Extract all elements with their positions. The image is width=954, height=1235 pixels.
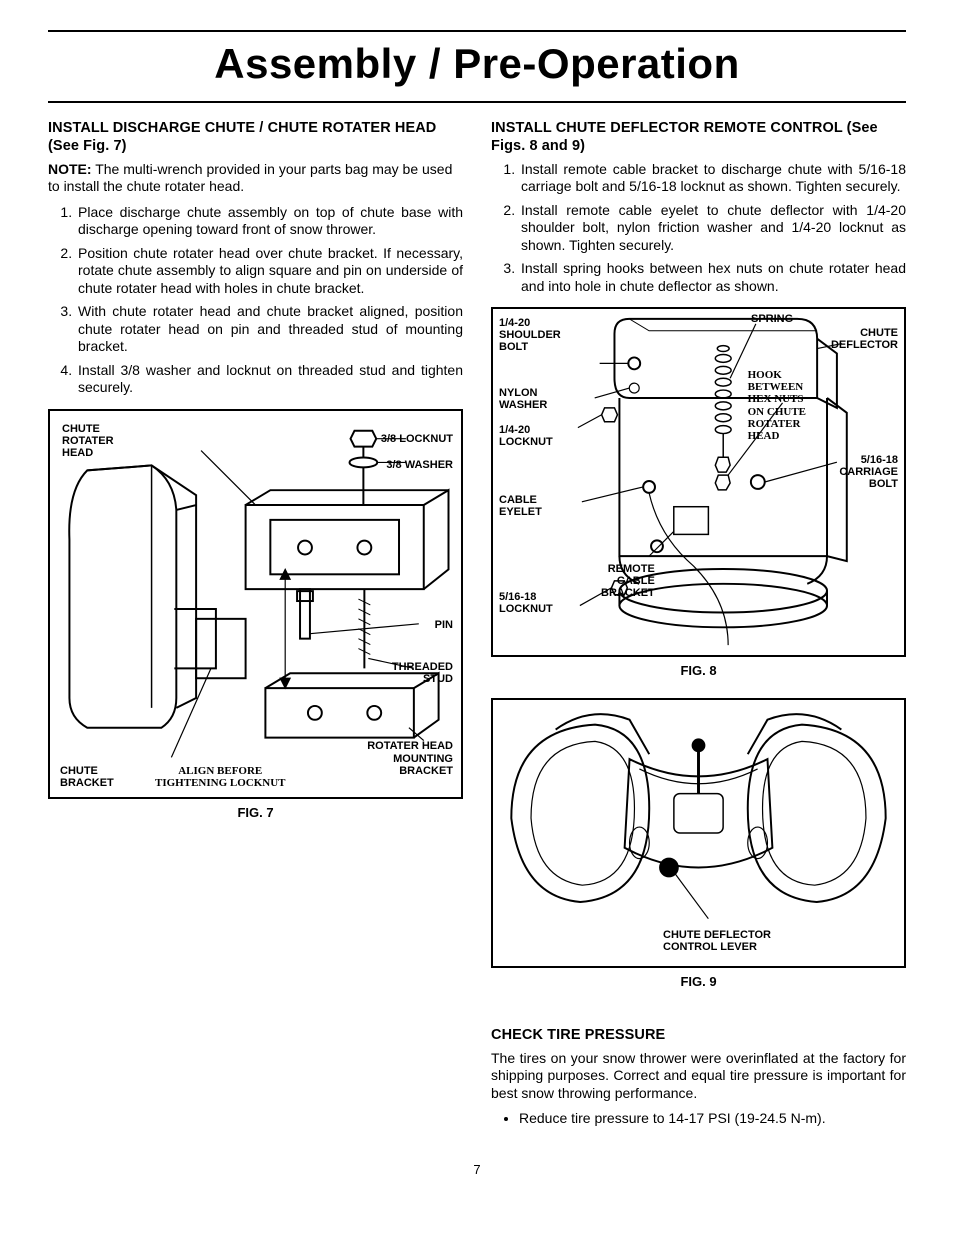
fig8-caption: FIG. 8 <box>491 663 906 679</box>
left-heading: INSTALL DISCHARGE CHUTE / CHUTE ROTATER … <box>48 119 463 155</box>
label-chute-deflector: CHUTE DEFLECTOR <box>831 327 898 351</box>
left-column: INSTALL DISCHARGE CHUTE / CHUTE ROTATER … <box>48 119 463 1134</box>
label-threaded-stud: THREADED STUD <box>392 661 453 685</box>
note-prefix: NOTE: <box>48 161 92 177</box>
label-carriage-bolt: 5/16-18 CARRIAGE BOLT <box>839 454 898 490</box>
label-rotater-mount: ROTATER HEAD MOUNTING BRACKET <box>367 740 453 776</box>
label-remote-bracket: REMOTE CABLE BRACKET <box>601 563 655 599</box>
step-item: Position chute rotater head over chute b… <box>76 245 463 298</box>
label-align: ALIGN BEFORE TIGHTENING LOCKNUT <box>155 765 286 789</box>
note-body: The multi-wrench provided in your parts … <box>48 161 452 195</box>
step-item: Install spring hooks between hex nuts on… <box>519 260 906 295</box>
fig7-caption: FIG. 7 <box>48 805 463 821</box>
step-item: Install remote cable eyelet to chute def… <box>519 202 906 255</box>
tire-para: The tires on your snow thrower were over… <box>491 1050 906 1103</box>
page-number: 7 <box>48 1162 906 1178</box>
page-title: Assembly / Pre-Operation <box>48 36 906 95</box>
fig9-caption: FIG. 9 <box>491 974 906 990</box>
label-hook: HOOK BETWEEN HEX NUTS ON CHUTE ROTATER H… <box>748 369 806 442</box>
label-chute-rotater-head: CHUTE ROTATER HEAD <box>62 423 114 459</box>
right-steps: Install remote cable bracket to discharg… <box>491 161 906 296</box>
columns: INSTALL DISCHARGE CHUTE / CHUTE ROTATER … <box>48 119 906 1134</box>
figure-7: CHUTE ROTATER HEAD 3/8 LOCKNUT 3/8 WASHE… <box>48 409 463 799</box>
fig9-svg <box>493 700 904 966</box>
label-shoulder-bolt: 1/4-20 SHOULDER BOLT <box>499 317 561 353</box>
tire-bullets: Reduce tire pressure to 14-17 PSI (19-24… <box>491 1110 906 1128</box>
note: NOTE: The multi-wrench provided in your … <box>48 161 463 196</box>
figure-9: CHUTE DEFLECTOR CONTROL LEVER <box>491 698 906 968</box>
right-heading: INSTALL CHUTE DEFLECTOR REMOTE CONTROL (… <box>491 119 906 155</box>
bullet-item: Reduce tire pressure to 14-17 PSI (19-24… <box>519 1110 906 1128</box>
figure-8: 1/4-20 SHOULDER BOLT NYLON WASHER 1/4-20… <box>491 307 906 657</box>
label-locknut-14: 1/4-20 LOCKNUT <box>499 424 553 448</box>
step-item: Place discharge chute assembly on top of… <box>76 204 463 239</box>
step-item: Install 3/8 washer and locknut on thread… <box>76 362 463 397</box>
label-chute-bracket: CHUTE BRACKET <box>60 765 114 789</box>
step-item: Install remote cable bracket to discharg… <box>519 161 906 196</box>
tire-heading: CHECK TIRE PRESSURE <box>491 1026 906 1044</box>
step-item: With chute rotater head and chute bracke… <box>76 303 463 356</box>
label-locknut-516: 5/16-18 LOCKNUT <box>499 591 553 615</box>
label-locknut: 3/8 LOCKNUT <box>381 433 453 445</box>
left-steps: Place discharge chute assembly on top of… <box>48 204 463 397</box>
label-nylon-washer: NYLON WASHER <box>499 387 547 411</box>
label-control-lever: CHUTE DEFLECTOR CONTROL LEVER <box>663 929 771 953</box>
label-pin: PIN <box>435 619 453 631</box>
label-washer: 3/8 WASHER <box>386 459 453 471</box>
label-spring: SPRING <box>751 313 793 325</box>
right-column: INSTALL CHUTE DEFLECTOR REMOTE CONTROL (… <box>491 119 906 1134</box>
label-cable-eyelet: CABLE EYELET <box>499 494 542 518</box>
